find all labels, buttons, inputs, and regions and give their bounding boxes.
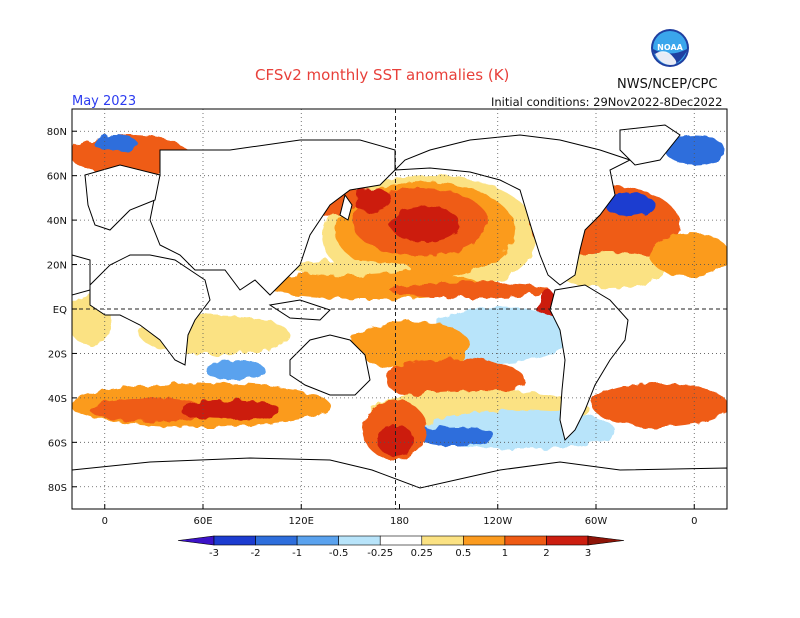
legend-color-bin (379, 535, 423, 546)
anomaly-patch (90, 398, 210, 422)
lat-tick-label: 20N (47, 261, 67, 272)
legend-tick-label: -2 (251, 548, 261, 559)
lat-tick-label: EQ (53, 305, 67, 316)
land-europe-west (84, 164, 161, 231)
anomaly-patch (390, 206, 460, 242)
legend-color-bin (338, 535, 381, 546)
graticule (72, 109, 727, 509)
chart-title: CFSv2 monthly SST anomalies (K) (255, 66, 510, 84)
legend-tick-label: 0.5 (455, 548, 471, 559)
color-legend: -3 -2 -1 -0.5 -0.25 0.25 0.5 1 2 3 (177, 535, 625, 559)
anomaly-patch (650, 233, 727, 277)
lat-tick-label: 80S (48, 483, 67, 494)
land-north-america (393, 134, 632, 286)
legend-color-bin (296, 535, 339, 546)
lat-tick-label: 60S (48, 438, 67, 449)
map-plot-area (72, 109, 727, 509)
lon-tick-label: 0 (102, 516, 108, 527)
initial-conditions-label: Initial conditions: 29Nov2022-8Dec2022 (491, 95, 723, 109)
anomaly-patch (665, 135, 725, 165)
anomaly-patch (180, 400, 280, 420)
legend-color-bin (177, 535, 215, 546)
land-africa-east (72, 254, 91, 296)
land-indonesia (268, 299, 331, 321)
legend-tick-label: 1 (502, 548, 508, 559)
lat-tick-label: 20S (48, 349, 67, 360)
anomaly-patch (555, 252, 665, 288)
land-greenland (619, 124, 681, 166)
land-antarctica (72, 457, 727, 509)
lat-tick-label: 80N (47, 127, 67, 138)
legend-tick-label: -1 (292, 548, 302, 559)
axis-labels: 80N 60N 40N 20N EQ 20S 40S 60S 80S 0 60E 120E 180 120… (47, 127, 698, 527)
agency-label: NWS/NCEP/CPC (617, 77, 718, 92)
anomaly-patch (605, 193, 655, 217)
legend-color-bin (421, 535, 464, 546)
land-africa-europe (89, 254, 211, 366)
legend-color-bin (504, 535, 547, 546)
legend-color-bin (463, 535, 506, 546)
anomaly-patch (205, 360, 265, 380)
lon-tick-label: 120W (483, 516, 512, 527)
lat-tick-label: 40N (47, 216, 67, 227)
valid-month-label: May 2023 (72, 94, 137, 109)
lat-tick-label: 60N (47, 172, 67, 183)
lon-tick-label: 180 (390, 516, 409, 527)
lat-tick-label: 40S (48, 394, 67, 405)
lon-tick-label: 60E (193, 516, 212, 527)
legend-tick-label: -0.5 (329, 548, 349, 559)
anomaly-patch (390, 282, 550, 298)
anomaly-patch (350, 321, 470, 369)
anomaly-patch (592, 383, 727, 427)
anomaly-patch (352, 188, 392, 212)
land-eurasia (149, 139, 396, 296)
lon-tick-label: 0 (691, 516, 697, 527)
svg-text:NOAA: NOAA (657, 43, 683, 52)
legend-color-bin (255, 535, 298, 546)
anomaly-patch (290, 260, 410, 276)
lon-tick-label: 60W (585, 516, 608, 527)
land-south-america (549, 284, 629, 441)
legend-tick-label: 3 (585, 548, 591, 559)
legend-tick-label: 0.25 (411, 548, 433, 559)
noaa-logo: NOAA (651, 29, 689, 67)
legend-color-bin (213, 535, 256, 546)
lon-tick-label: 120E (289, 516, 314, 527)
continents (72, 124, 727, 509)
anomaly-patch (93, 135, 137, 151)
anomaly-patch (415, 426, 495, 446)
legend-color-bin (587, 535, 625, 546)
land-australia (289, 334, 371, 396)
legend-tick-label: -0.25 (367, 548, 393, 559)
legend-tick-label: -3 (209, 548, 219, 559)
legend-tick-label: 2 (543, 548, 549, 559)
legend-color-bin (546, 535, 589, 546)
